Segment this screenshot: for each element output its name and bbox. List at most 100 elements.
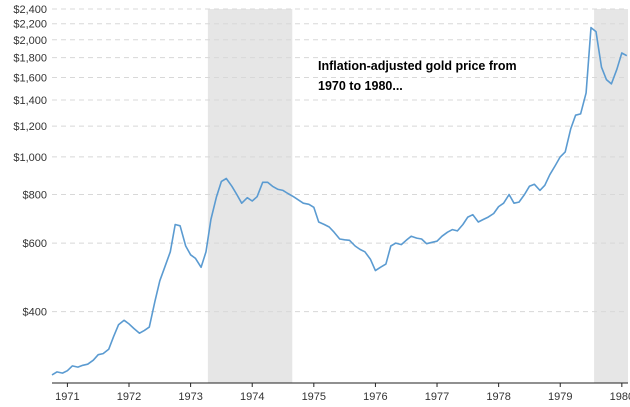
data-point (179, 224, 182, 227)
data-point (354, 244, 357, 247)
x-tick-label: 1971 (55, 391, 79, 403)
data-point (410, 235, 413, 238)
data-point (590, 26, 593, 29)
data-point (220, 180, 223, 183)
data-point (466, 216, 469, 219)
data-point (97, 353, 100, 356)
data-point (240, 202, 243, 205)
data-point (251, 200, 254, 203)
data-point (256, 195, 259, 198)
data-point (394, 242, 397, 245)
data-point (564, 150, 567, 153)
data-point (307, 203, 310, 206)
data-point (585, 91, 588, 94)
data-point (625, 54, 628, 57)
data-point (523, 193, 526, 196)
data-point (497, 205, 500, 208)
data-point (605, 78, 608, 81)
data-point (128, 322, 131, 325)
data-point (359, 248, 362, 251)
shaded-period-1 (207, 9, 293, 383)
data-point (261, 181, 264, 184)
shaded-period-2 (594, 9, 628, 383)
data-point (559, 155, 562, 158)
y-tick-label: $1,200 (13, 121, 47, 133)
data-point (513, 202, 516, 205)
x-tick-label: 1972 (117, 391, 141, 403)
data-point (51, 373, 54, 376)
data-point (620, 51, 623, 54)
data-point (282, 189, 285, 192)
data-point (86, 363, 89, 366)
data-point (533, 183, 536, 186)
data-point (117, 323, 120, 326)
data-point (246, 196, 249, 199)
data-point (148, 326, 151, 329)
y-tick-label: $800 (23, 190, 47, 202)
data-point (66, 369, 69, 372)
data-point (323, 223, 326, 226)
data-point (215, 195, 218, 198)
data-point (436, 240, 439, 243)
shaded-periods (207, 9, 628, 383)
x-tick-label: 1975 (302, 391, 326, 403)
data-point (384, 263, 387, 266)
data-point (517, 201, 520, 204)
data-point (312, 206, 315, 209)
data-point (277, 188, 280, 191)
data-point (169, 250, 172, 253)
grid-lines (52, 8, 628, 313)
data-point (405, 239, 408, 242)
y-tick-label: $400 (23, 307, 47, 319)
data-point (451, 228, 454, 231)
data-point (205, 250, 208, 253)
data-point (400, 243, 403, 246)
data-point (266, 181, 269, 184)
data-point (333, 231, 336, 234)
data-point (569, 127, 572, 130)
data-point (379, 266, 382, 269)
data-point (579, 112, 582, 115)
data-point (343, 238, 346, 241)
data-point (158, 279, 161, 282)
data-point (440, 235, 443, 238)
x-tick-label: 1974 (240, 391, 264, 403)
y-tick-label: $2,400 (13, 4, 47, 16)
y-axis-tick-labels: $2,400 $2,200 $2,000 $1,800 $1,600 $1,400 $1,2… (13, 4, 47, 319)
data-point (477, 220, 480, 223)
data-point (102, 352, 105, 355)
x-tick-label: 1978 (486, 391, 510, 403)
data-point (297, 198, 300, 201)
data-point (235, 193, 238, 196)
annotation-line-1: Inflation-adjusted gold price from (318, 59, 517, 73)
data-point (61, 372, 64, 375)
x-tick-label: 1976 (363, 391, 387, 403)
data-point (200, 266, 203, 269)
x-tick-label: 1979 (548, 391, 572, 403)
data-point (174, 223, 177, 226)
data-point (538, 189, 541, 192)
data-point (425, 242, 428, 245)
data-point (138, 332, 141, 335)
data-point (123, 319, 126, 322)
data-point (189, 253, 192, 256)
data-point (456, 229, 459, 232)
data-point (574, 114, 577, 117)
data-point (420, 237, 423, 240)
data-point (92, 359, 95, 362)
data-point (209, 218, 212, 221)
data-point (594, 30, 597, 33)
data-point (302, 202, 305, 205)
data-point (225, 177, 228, 180)
data-point (76, 366, 79, 369)
data-point (107, 348, 110, 351)
y-tick-label: $1,000 (13, 152, 47, 164)
data-point (132, 327, 135, 330)
data-point (502, 202, 505, 205)
data-point (292, 195, 295, 198)
data-point (338, 237, 341, 240)
data-point (369, 258, 372, 261)
data-point (610, 82, 613, 85)
data-point (271, 185, 274, 188)
